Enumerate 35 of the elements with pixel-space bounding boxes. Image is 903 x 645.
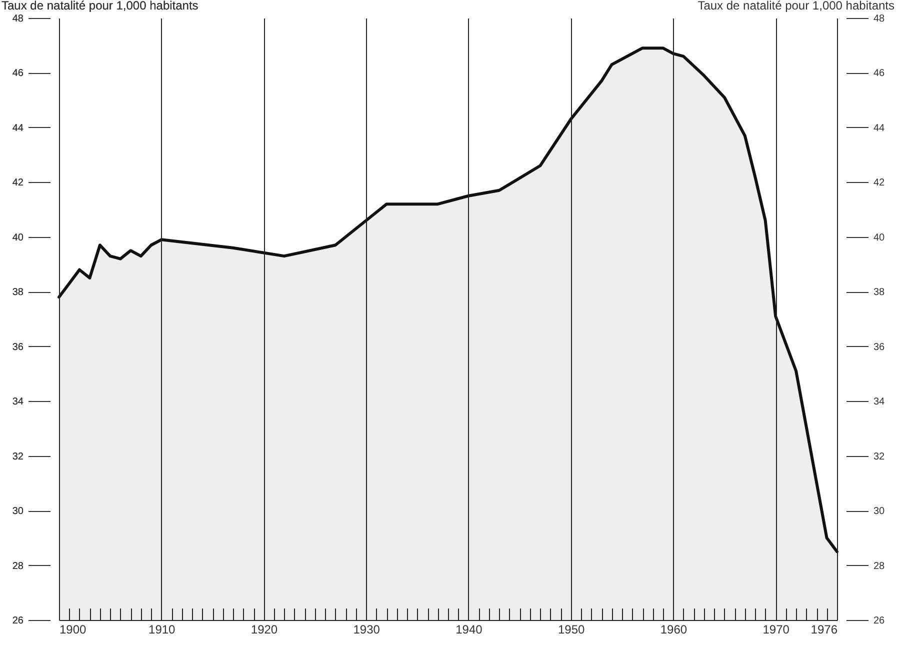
y-tick-label: 28 bbox=[12, 560, 24, 572]
x-tick-label: 1900 bbox=[60, 622, 87, 636]
y-tick-label: 26 bbox=[12, 616, 24, 626]
y-tick-label: 32 bbox=[12, 451, 24, 462]
y2-tick-label: 46 bbox=[874, 68, 886, 80]
x-tick-label: 1950 bbox=[558, 622, 586, 636]
x-tick-label: 1960 bbox=[660, 622, 688, 636]
y-tick-label: 46 bbox=[12, 68, 24, 80]
y2-tick-label: 34 bbox=[874, 396, 886, 408]
y-tick-label: 30 bbox=[12, 506, 24, 518]
y-tick-label: 38 bbox=[12, 287, 24, 298]
x-tick-label: 1940 bbox=[456, 622, 483, 636]
y2-tick-label: 44 bbox=[874, 122, 886, 134]
y2-tick-label: 32 bbox=[874, 451, 886, 462]
x-tick-label: 1930 bbox=[353, 622, 380, 636]
y2-tick-label: 40 bbox=[874, 232, 886, 244]
y2-tick-label: 30 bbox=[874, 506, 886, 518]
y-tick-label: 36 bbox=[12, 342, 24, 353]
x-tick-label: 1970 bbox=[762, 622, 790, 636]
y2-tick-label: 26 bbox=[874, 616, 886, 626]
y2-tick-label: 42 bbox=[874, 178, 886, 189]
y-tick-label: 40 bbox=[12, 232, 24, 244]
y-tick-label: 44 bbox=[12, 122, 24, 134]
y2-tick-label: 38 bbox=[874, 287, 886, 298]
y-axis-title: Taux de natalité pour 1,000 habitants bbox=[2, 0, 198, 12]
y2-axis-title: Taux de natalité pour 1,000 habitants bbox=[698, 0, 894, 12]
y-tick-label: 48 bbox=[12, 14, 24, 24]
y2-tick-label: 28 bbox=[874, 560, 886, 572]
y-tick-label: 42 bbox=[12, 178, 24, 189]
x-tick-label: 1910 bbox=[148, 622, 176, 636]
y2-tick-label: 48 bbox=[874, 14, 886, 24]
y2-tick-label: 36 bbox=[874, 342, 886, 353]
y-tick-label: 34 bbox=[12, 396, 24, 408]
x-tick-label: 1920 bbox=[250, 622, 278, 636]
x-tick-label: 1976 bbox=[810, 622, 838, 636]
